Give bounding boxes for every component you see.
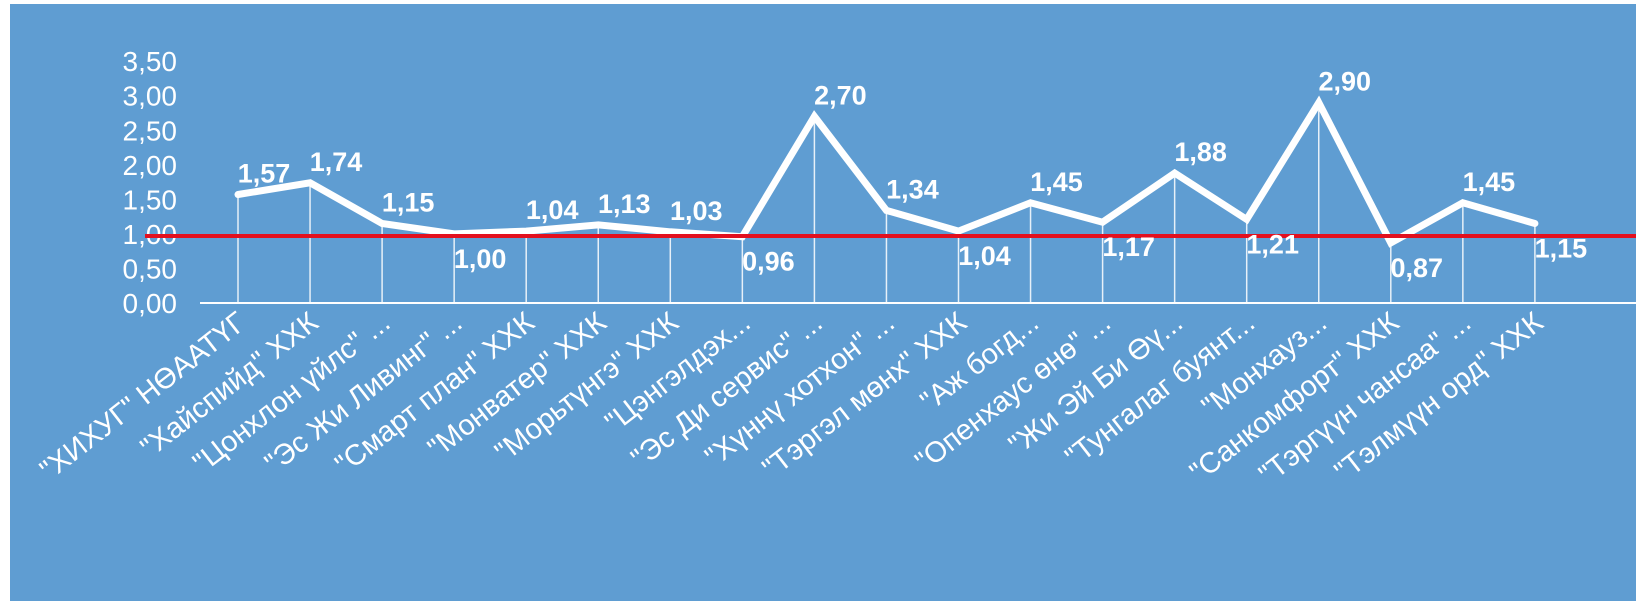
y-tick-label: 0,50: [123, 253, 178, 284]
data-label: 1,88: [1174, 137, 1227, 167]
data-label: 2,70: [814, 80, 867, 110]
data-label: 1,04: [526, 195, 579, 225]
data-label: 1,45: [1030, 167, 1083, 197]
y-tick-label: 3,50: [123, 46, 178, 77]
data-label: 1,21: [1246, 229, 1299, 259]
data-label: 1,04: [958, 241, 1011, 271]
data-label: 1,57: [238, 159, 291, 189]
series-line: [234, 95, 1539, 248]
data-label: 0,87: [1391, 253, 1444, 283]
data-label: 1,34: [886, 174, 939, 204]
y-tick-label: 3,00: [123, 81, 178, 112]
data-label: 1,03: [670, 196, 723, 226]
y-tick-label: 2,00: [123, 150, 178, 181]
data-label: 2,90: [1318, 67, 1371, 97]
line-chart: 0,00 0,50 1,00 1,502,00 2,503,00 3,50 1,57 1,7…: [10, 4, 1636, 601]
data-label: 0,96: [742, 247, 795, 277]
y-tick-label: 1,50: [123, 184, 178, 215]
data-label: 1,13: [598, 189, 651, 219]
y-tick-label: 0,00: [123, 288, 178, 319]
data-label: 1,45: [1463, 167, 1516, 197]
chart-area: 0,00 0,50 1,00 1,50 2,00 2,50 3,00 3,50 1,57 1,7…: [10, 4, 1636, 601]
data-label: 1,15: [382, 188, 435, 218]
data-labels: 1,57 1,74 1,15 1,00 1,04 1,13 1,03 0,96 2,70 1,34…: [238, 67, 1587, 283]
drop-lines: [237, 102, 1536, 303]
data-label: 1,15: [1535, 234, 1588, 264]
data-label: 1,74: [310, 147, 363, 177]
y-tick-label: 2,50: [123, 115, 178, 146]
y-axis-tick-labels: 0,000,501,001,502,002,503,003,50: [123, 46, 178, 319]
data-label: 1,00: [454, 244, 507, 274]
data-label: 1,17: [1102, 232, 1155, 262]
